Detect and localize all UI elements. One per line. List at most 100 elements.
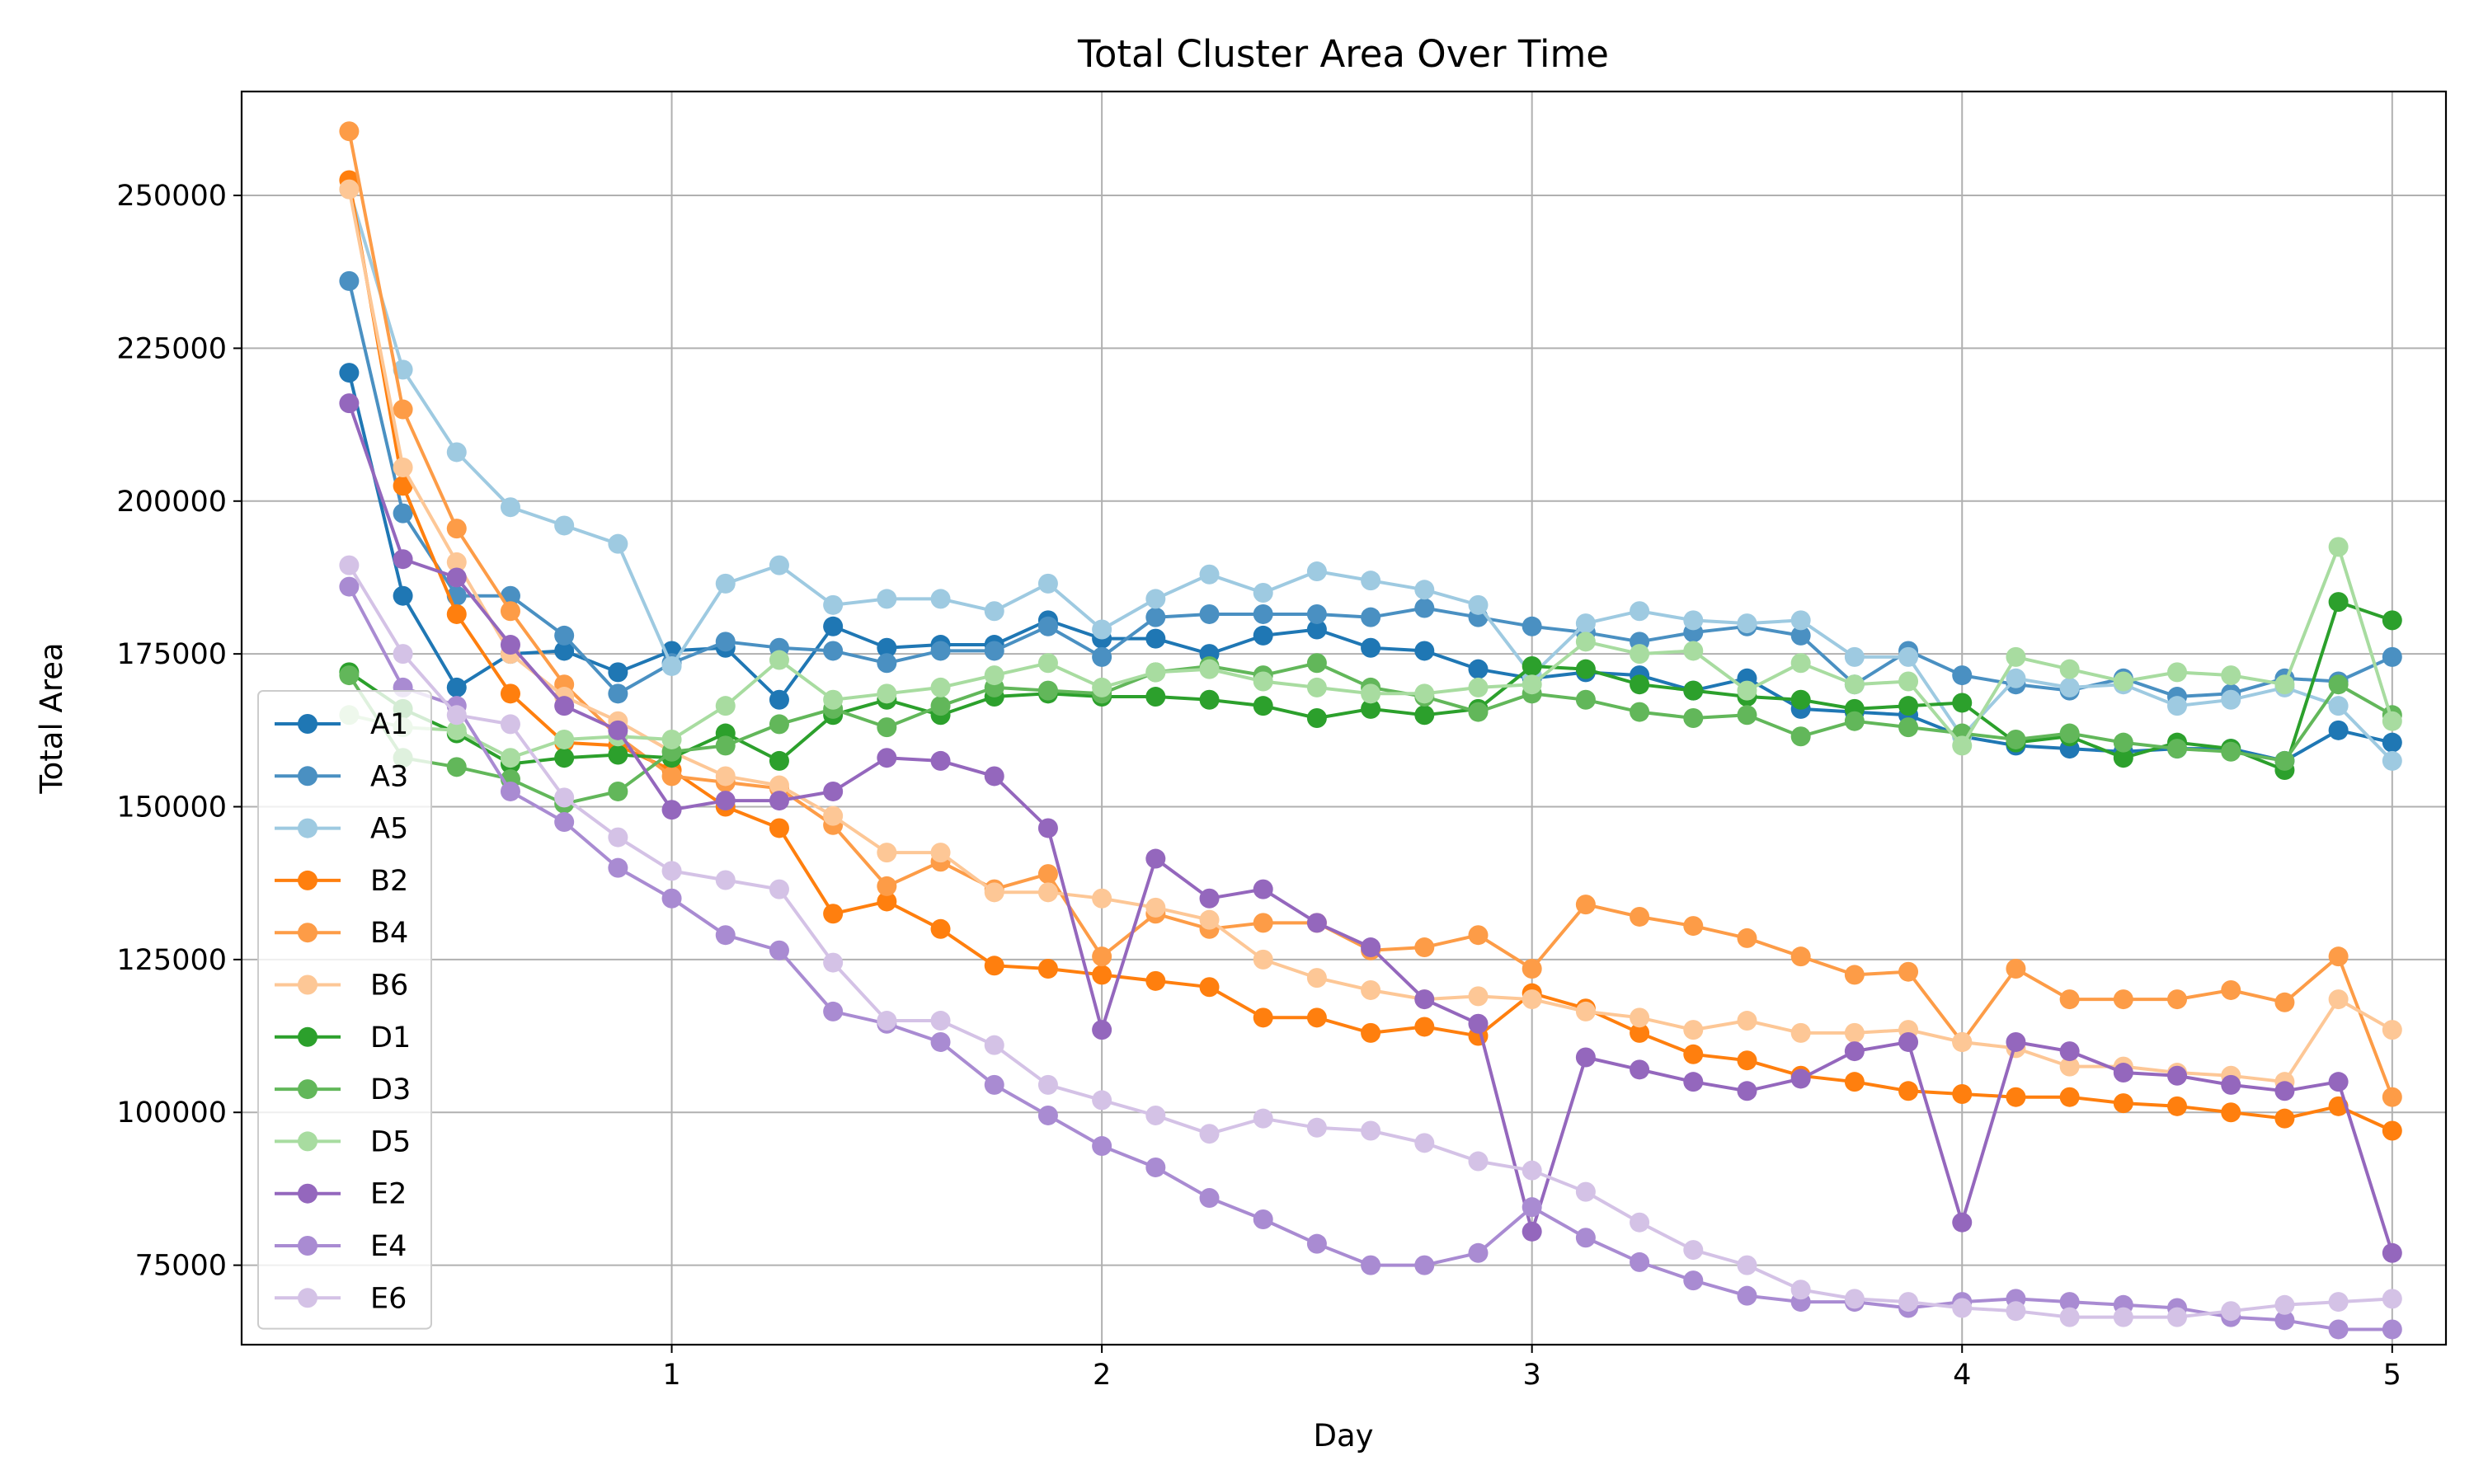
data-point — [554, 812, 575, 833]
data-point — [1414, 937, 1435, 958]
data-point — [930, 918, 951, 939]
data-point — [2059, 989, 2080, 1010]
data-point — [1199, 888, 1220, 909]
legend-label: B6 — [370, 970, 408, 1003]
legend-item: E6 — [275, 1282, 407, 1315]
data-point — [661, 766, 682, 787]
data-point — [1468, 1242, 1489, 1263]
data-point — [661, 655, 682, 676]
data-point — [2167, 1096, 2188, 1116]
data-point — [823, 616, 844, 636]
data-point — [2382, 750, 2402, 771]
data-point — [823, 781, 844, 801]
data-point — [1037, 1105, 1058, 1125]
data-point — [1575, 1181, 1596, 1202]
data-point — [1145, 662, 1166, 683]
data-point — [984, 601, 1004, 622]
data-point — [1575, 1228, 1596, 1248]
data-point — [446, 757, 467, 777]
data-point — [554, 625, 575, 646]
data-point — [446, 442, 467, 463]
legend-marker — [298, 1131, 317, 1152]
legend-item: A3 — [275, 760, 408, 793]
data-point — [1683, 916, 1704, 937]
data-point — [1414, 1255, 1435, 1275]
data-point — [2006, 1031, 2026, 1052]
data-point — [1037, 818, 1058, 838]
data-point — [393, 458, 413, 477]
data-point — [1092, 946, 1112, 967]
data-point — [1468, 986, 1489, 1007]
data-point — [1522, 1197, 1542, 1218]
data-point — [823, 1001, 844, 1021]
data-point — [984, 641, 1004, 661]
data-point — [1737, 680, 1757, 701]
data-point — [1737, 705, 1757, 726]
data-point — [930, 843, 951, 863]
data-point — [1037, 864, 1058, 885]
data-point — [1253, 879, 1273, 899]
data-point — [2382, 610, 2402, 631]
data-point — [1306, 619, 1327, 640]
legend-marker — [298, 818, 317, 838]
data-point — [1468, 1013, 1489, 1034]
data-point — [500, 714, 520, 735]
y-tick-label: 125000 — [116, 944, 227, 977]
data-point — [715, 925, 736, 946]
data-point — [1630, 1022, 1650, 1043]
data-point — [1361, 683, 1381, 704]
data-point — [2274, 750, 2295, 771]
data-point — [877, 891, 897, 912]
data-point — [554, 729, 575, 749]
data-point — [1253, 603, 1273, 624]
data-point — [2328, 989, 2349, 1010]
data-point — [2328, 1072, 2349, 1092]
data-point — [1253, 1209, 1273, 1229]
legend-marker — [298, 1288, 317, 1308]
data-point — [1361, 637, 1381, 658]
series-d5 — [339, 537, 2402, 768]
data-point — [2382, 711, 2402, 731]
data-point — [1092, 965, 1112, 985]
data-point — [823, 594, 844, 615]
data-point — [1790, 1068, 1811, 1089]
legend-item: D5 — [275, 1125, 411, 1158]
data-point — [1844, 1041, 1865, 1062]
data-point — [1522, 616, 1542, 636]
data-point — [1790, 610, 1811, 631]
data-point — [2167, 662, 2188, 683]
data-point — [2113, 1093, 2133, 1114]
data-point — [608, 683, 628, 704]
data-point — [1037, 573, 1058, 594]
data-point — [1844, 711, 1865, 731]
data-point — [661, 888, 682, 909]
data-point — [2328, 1292, 2349, 1313]
data-point — [2382, 1120, 2402, 1141]
data-point — [930, 641, 951, 661]
data-point — [1898, 1292, 1919, 1313]
data-point — [2006, 959, 2026, 979]
legend-box — [257, 690, 432, 1330]
data-point — [1306, 1007, 1327, 1028]
data-point — [1844, 965, 1865, 985]
data-point — [2167, 989, 2188, 1010]
data-point — [1199, 689, 1220, 710]
data-point — [1468, 659, 1489, 679]
data-point — [930, 696, 951, 716]
data-point — [1361, 1022, 1381, 1043]
data-point — [769, 555, 789, 575]
data-point — [1683, 708, 1704, 728]
data-point — [1898, 696, 1919, 716]
x-tick-label: 3 — [1523, 1359, 1541, 1392]
legend-item: A5 — [275, 813, 408, 846]
data-point — [1414, 598, 1435, 618]
data-point — [608, 744, 628, 765]
legend-label: E6 — [370, 1282, 407, 1315]
data-point — [1630, 906, 1650, 927]
data-point — [930, 1031, 951, 1052]
data-point — [1092, 1136, 1112, 1157]
data-point — [930, 1011, 951, 1031]
data-point — [1522, 1221, 1542, 1242]
data-point — [1790, 946, 1811, 967]
